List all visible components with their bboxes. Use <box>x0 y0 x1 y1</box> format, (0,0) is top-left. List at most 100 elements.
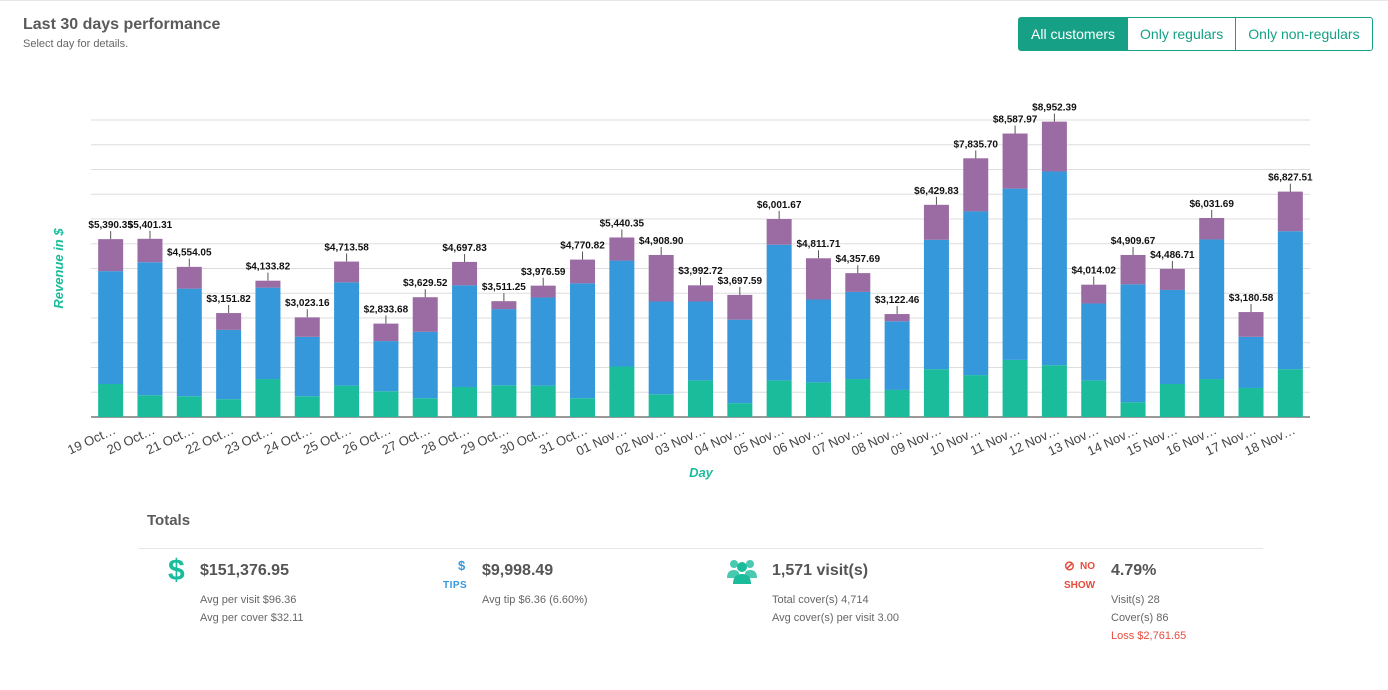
bar-segment-middle[interactable] <box>412 331 438 399</box>
bar-segment-bottom[interactable] <box>491 385 517 417</box>
bar-segment-top[interactable] <box>648 254 674 302</box>
bar-segment-middle[interactable] <box>727 319 753 404</box>
bar-segment-middle[interactable] <box>923 239 949 370</box>
bar-segment-bottom[interactable] <box>137 395 163 417</box>
bar-segment-middle[interactable] <box>766 244 792 381</box>
bar-segment-middle[interactable] <box>1002 188 1028 360</box>
bar-total-label: $6,001.67 <box>757 200 802 211</box>
bar-segment-bottom[interactable] <box>766 380 792 417</box>
bar-segment-top[interactable] <box>1120 254 1146 285</box>
bar-segment-top[interactable] <box>216 313 242 330</box>
users-icon <box>727 560 757 584</box>
bar-segment-bottom[interactable] <box>334 385 360 417</box>
bar-segment-bottom[interactable] <box>373 391 399 417</box>
bar-total-label: $6,827.51 <box>1268 173 1313 184</box>
bar-segment-bottom[interactable] <box>1238 387 1264 417</box>
bar-segment-top[interactable] <box>452 261 478 286</box>
bar-segment-middle[interactable] <box>570 283 596 399</box>
filter-only-non-regulars-button[interactable]: Only non-regulars <box>1235 17 1373 51</box>
bar-segment-bottom[interactable] <box>884 389 910 417</box>
bar-segment-bottom[interactable] <box>727 403 753 417</box>
bar-segment-bottom[interactable] <box>570 398 596 417</box>
bar-segment-top[interactable] <box>1199 218 1225 240</box>
bar-segment-top[interactable] <box>530 285 556 298</box>
bar-segment-middle[interactable] <box>688 301 713 381</box>
bar-segment-top[interactable] <box>805 258 831 300</box>
bar-segment-top[interactable] <box>1159 268 1185 290</box>
bar-segment-bottom[interactable] <box>98 384 124 417</box>
bar-segment-middle[interactable] <box>98 271 124 384</box>
bar-segment-middle[interactable] <box>294 336 320 397</box>
bar-total-label: $4,811.71 <box>796 239 840 250</box>
bar-segment-middle[interactable] <box>1120 284 1146 403</box>
bar-segment-bottom[interactable] <box>648 394 674 417</box>
bar-segment-bottom[interactable] <box>805 382 831 417</box>
filter-only-regulars-button[interactable]: Only regulars <box>1127 17 1237 51</box>
bar-segment-top[interactable] <box>334 261 360 283</box>
bar-segment-bottom[interactable] <box>1277 369 1303 417</box>
bar-segment-top[interactable] <box>373 323 399 342</box>
bar-segment-bottom[interactable] <box>1120 402 1146 417</box>
bar-segment-top[interactable] <box>688 285 713 302</box>
bar-segment-top[interactable] <box>1277 191 1303 232</box>
bar-segment-top[interactable] <box>923 204 949 240</box>
bar-segment-bottom[interactable] <box>255 379 281 417</box>
bar-segment-middle[interactable] <box>491 309 517 386</box>
bar-segment-top[interactable] <box>98 239 124 272</box>
bar-segment-middle[interactable] <box>373 341 399 392</box>
bar-segment-middle[interactable] <box>1199 239 1225 380</box>
bar-segment-top[interactable] <box>1238 312 1264 337</box>
bar-segment-middle[interactable] <box>137 262 163 396</box>
bar-segment-bottom[interactable] <box>412 398 438 417</box>
bar-segment-bottom[interactable] <box>216 399 242 417</box>
bar-segment-bottom[interactable] <box>1002 359 1028 417</box>
bar-segment-middle[interactable] <box>530 297 556 386</box>
bar-segment-bottom[interactable] <box>452 386 478 417</box>
bar-segment-top[interactable] <box>1081 284 1107 304</box>
bar-segment-middle[interactable] <box>334 282 360 386</box>
bar-segment-top[interactable] <box>412 297 438 332</box>
bar-segment-middle[interactable] <box>1159 289 1185 384</box>
bar-segment-middle[interactable] <box>1238 336 1264 388</box>
bar-segment-middle[interactable] <box>1277 231 1303 370</box>
bar-segment-top[interactable] <box>1002 133 1028 189</box>
bar-segment-middle[interactable] <box>884 321 910 390</box>
bar-segment-bottom[interactable] <box>176 396 202 417</box>
bar-segment-middle[interactable] <box>452 285 478 387</box>
bar-segment-top[interactable] <box>491 301 517 310</box>
bar-segment-middle[interactable] <box>805 299 831 383</box>
bar-segment-top[interactable] <box>255 280 281 288</box>
bar-segment-middle[interactable] <box>255 287 281 380</box>
bar-segment-middle[interactable] <box>845 291 871 380</box>
bar-segment-bottom[interactable] <box>688 380 713 417</box>
bar-segment-bottom[interactable] <box>1159 384 1185 417</box>
bar-segment-top[interactable] <box>766 219 792 245</box>
bar-segment-middle[interactable] <box>963 211 989 376</box>
bar-segment-middle[interactable] <box>1081 303 1107 381</box>
bar-segment-bottom[interactable] <box>845 379 871 417</box>
bar-segment-top[interactable] <box>137 238 163 263</box>
bar-segment-bottom[interactable] <box>1041 365 1067 417</box>
bar-segment-bottom[interactable] <box>1081 380 1107 417</box>
bar-segment-bottom[interactable] <box>530 385 556 417</box>
bar-segment-middle[interactable] <box>216 329 242 400</box>
bar-segment-top[interactable] <box>1041 121 1067 172</box>
bar-segment-middle[interactable] <box>609 260 635 367</box>
bar-segment-bottom[interactable] <box>609 366 635 417</box>
bar-segment-top[interactable] <box>609 237 635 261</box>
bar-segment-bottom[interactable] <box>963 375 989 417</box>
bar-segment-top[interactable] <box>294 317 320 337</box>
bar-segment-top[interactable] <box>570 259 596 284</box>
bar-segment-middle[interactable] <box>648 301 674 395</box>
bar-segment-top[interactable] <box>884 314 910 322</box>
bar-segment-top[interactable] <box>176 266 202 289</box>
bar-segment-bottom[interactable] <box>294 396 320 417</box>
bar-segment-middle[interactable] <box>176 288 202 397</box>
bar-segment-top[interactable] <box>727 294 753 320</box>
filter-all-customers-button[interactable]: All customers <box>1018 17 1129 51</box>
bar-segment-top[interactable] <box>963 158 989 212</box>
bar-segment-middle[interactable] <box>1041 171 1067 366</box>
bar-segment-top[interactable] <box>845 273 871 292</box>
bar-segment-bottom[interactable] <box>1199 379 1225 417</box>
bar-segment-bottom[interactable] <box>923 369 949 417</box>
